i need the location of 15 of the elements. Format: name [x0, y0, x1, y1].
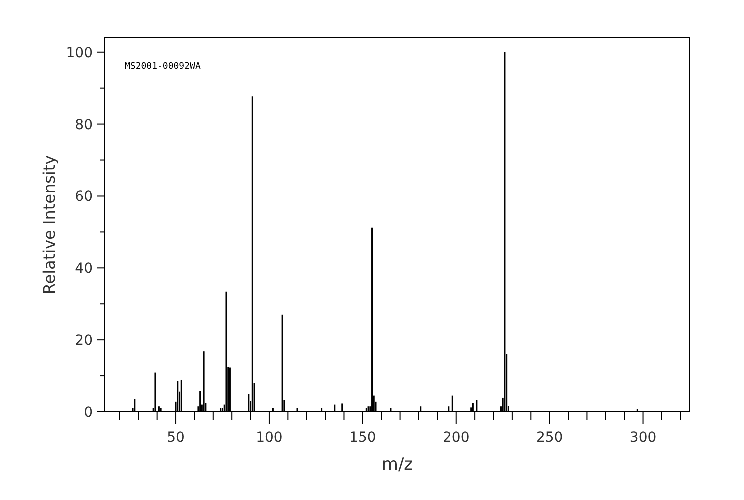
x-axis-title: m/z — [382, 455, 414, 475]
y-tick-label: 100 — [66, 45, 93, 62]
x-tick-label: 100 — [256, 430, 283, 446]
y-tick-label: 20 — [75, 333, 93, 350]
y-axis-title: Relative Intensity — [40, 155, 59, 295]
y-tick-label: 60 — [75, 189, 93, 206]
x-tick-label: 250 — [536, 430, 564, 446]
annotation: MS2001-00092WA — [125, 62, 202, 72]
x-tick-label: 150 — [350, 430, 376, 446]
x-tick-label: 300 — [630, 430, 657, 446]
y-tick-label: 40 — [75, 261, 93, 278]
x-tick-label: 50 — [167, 430, 185, 446]
y-tick-label: 80 — [75, 117, 93, 134]
y-tick-label: 0 — [84, 405, 93, 421]
x-tick-label: 200 — [443, 430, 470, 446]
